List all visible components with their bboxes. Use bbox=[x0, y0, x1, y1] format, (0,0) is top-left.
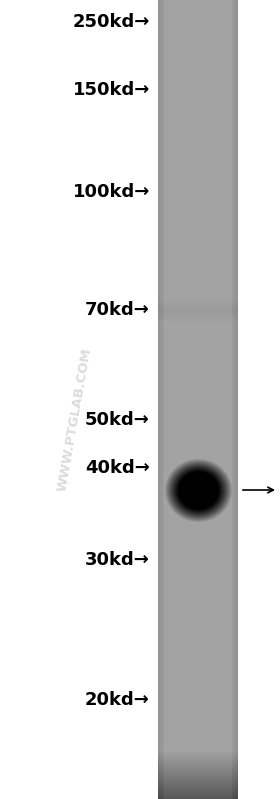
Text: 70kd→: 70kd→ bbox=[85, 301, 150, 319]
Text: 30kd→: 30kd→ bbox=[85, 551, 150, 569]
Text: 50kd→: 50kd→ bbox=[85, 411, 150, 429]
Text: 250kd→: 250kd→ bbox=[73, 13, 150, 31]
Text: 40kd→: 40kd→ bbox=[85, 459, 150, 477]
Text: 150kd→: 150kd→ bbox=[73, 81, 150, 99]
Text: 100kd→: 100kd→ bbox=[73, 183, 150, 201]
Text: 20kd→: 20kd→ bbox=[85, 691, 150, 709]
Text: WWW.PTGLAB.COM: WWW.PTGLAB.COM bbox=[56, 347, 94, 493]
